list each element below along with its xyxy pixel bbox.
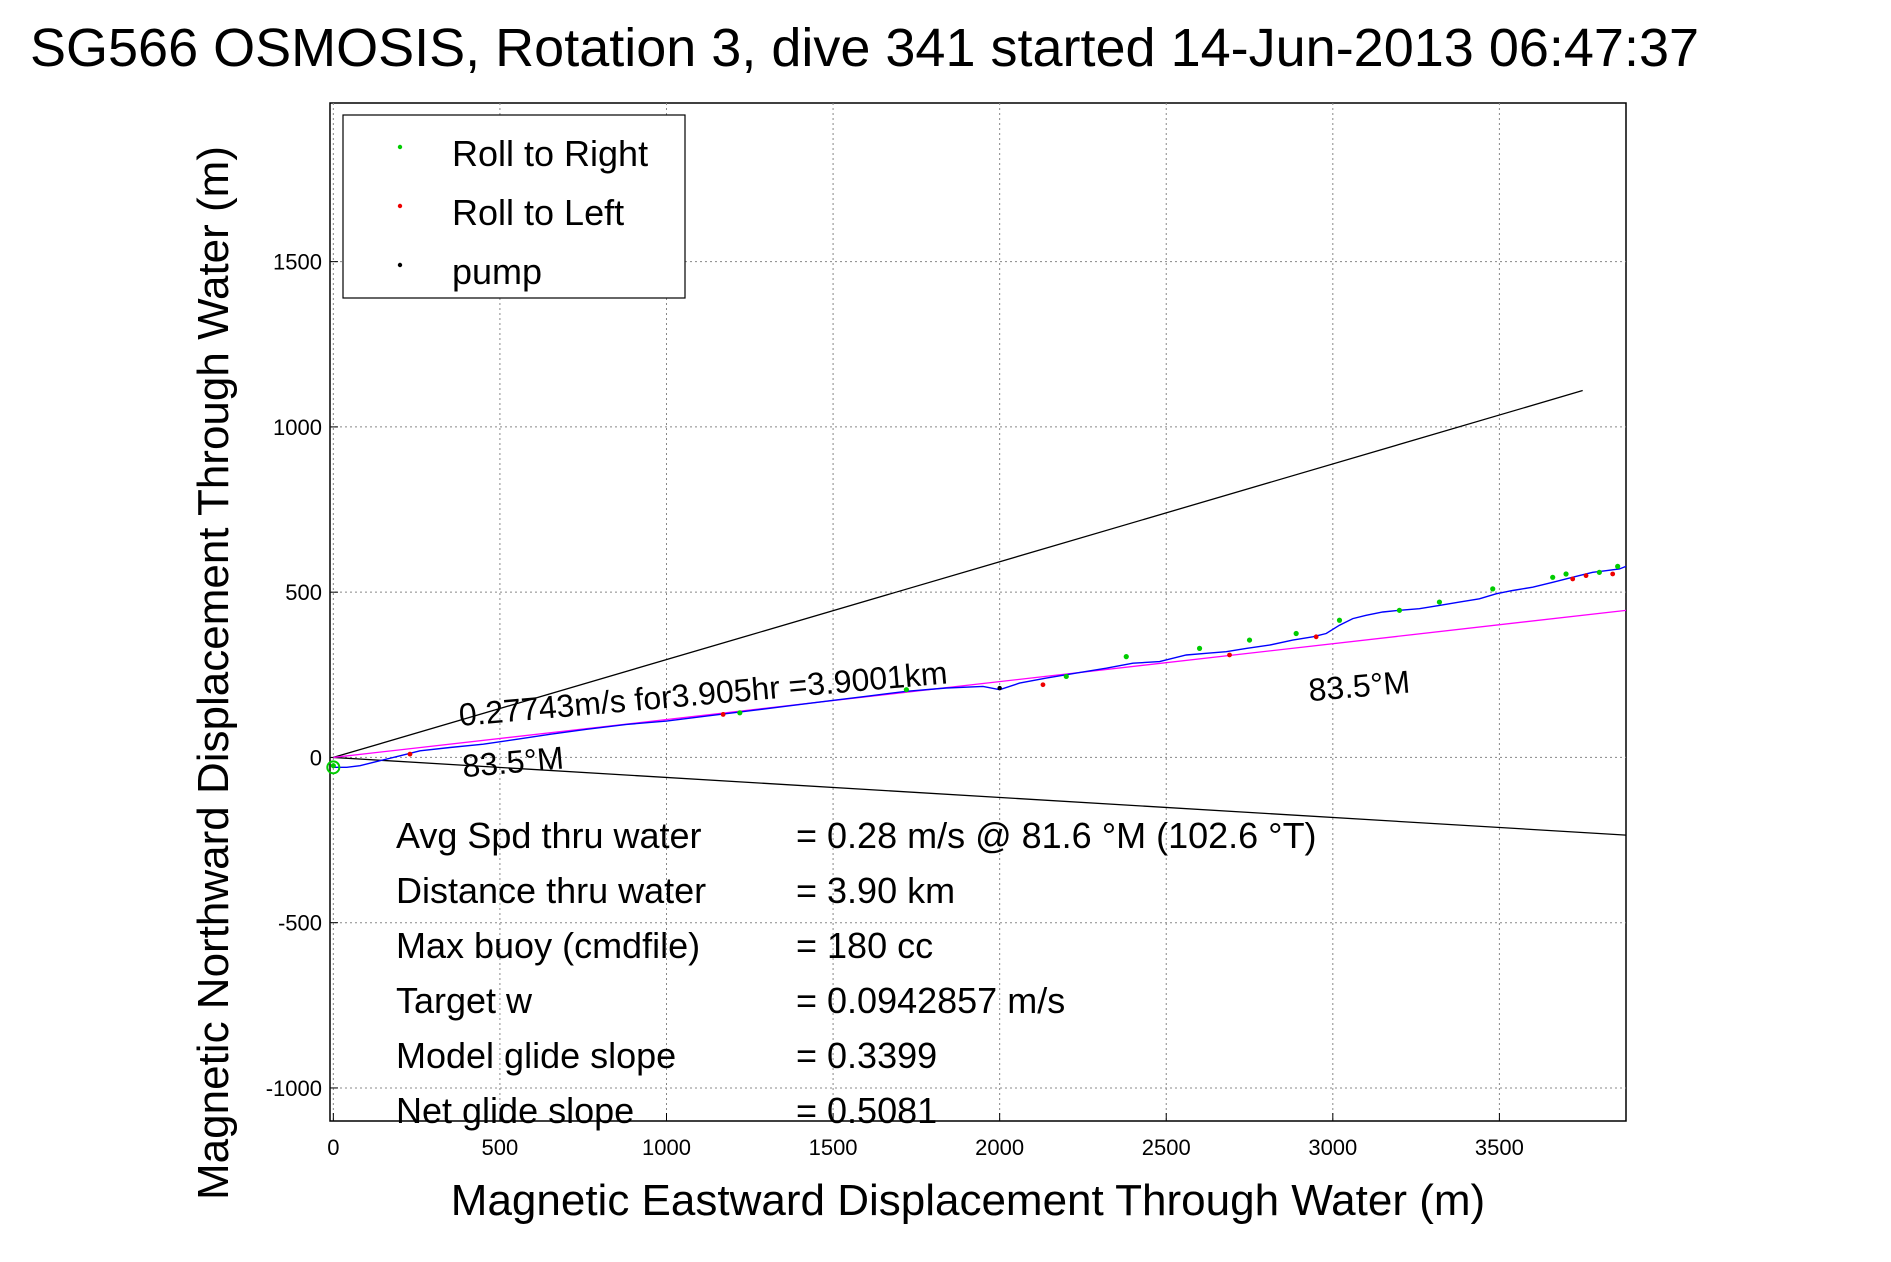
roll-right-point [1436,599,1443,605]
stat-value: = 3.90 km [796,870,955,911]
legend-marker [397,203,403,209]
stat-label: Model glide slope [396,1035,676,1076]
y-tick-label: 1500 [273,250,322,275]
y-tick-label: 0 [310,745,322,770]
roll-right-point [1596,569,1602,575]
legend-label: pump [452,251,542,292]
stat-value: = 180 cc [796,925,933,966]
roll-right-point [1563,571,1569,577]
legend: Roll to Right Roll to Left pump [342,114,686,299]
x-tick-label: 3500 [1475,1135,1524,1160]
roll-left-point [407,751,413,757]
stat-label: Avg Spd thru water [396,815,702,856]
roll-right-point [1615,563,1621,569]
roll-right-point [1293,630,1299,637]
plot-area: 0 500 1000 1500 2000 2500 3000 3500 -1000 -500 0 50… [266,102,1627,1160]
annotation: 83.5°M [461,740,565,785]
roll-right-point [903,687,909,693]
stat-label: Max buoy (cmdfile) [396,925,700,966]
pump-point [997,685,1002,691]
stat-value: = 0.28 m/s @ 81.6 °M (102.6 °T) [796,815,1317,856]
ticks: 0 500 1000 1500 2000 2500 3000 3500 -1000 -500 0 50… [266,250,1524,1160]
reference-lines [333,389,1627,836]
roll-right-point [1246,637,1253,643]
y-axis-label: Magnetic Northward Displacement Through … [189,146,238,1200]
roll-right-point [330,763,336,769]
stat-value: = 0.3399 [796,1035,937,1076]
stat-label: Distance thru water [396,870,706,911]
y-tick-label: 500 [285,580,322,605]
stat-value: = 0.0942857 m/s [796,980,1065,1021]
roll-right-point [1550,574,1556,580]
roll-left-point [1570,576,1576,582]
reference-line [333,389,1583,759]
track-line [333,565,1627,768]
x-tick-label: 2500 [1142,1135,1191,1160]
roll-right-point [1123,654,1129,660]
annotation: 83.5°M [1307,663,1411,708]
roll-left-point [1610,571,1616,577]
x-tick-label: 3000 [1308,1135,1357,1160]
start-marker [326,760,341,775]
roll-left-point [1313,634,1319,640]
y-tick-label: -1000 [266,1076,322,1101]
x-tick-label: 2000 [975,1135,1024,1160]
roll-right-point [1196,645,1203,651]
series [326,563,1627,775]
x-tick-label: 1000 [642,1135,691,1160]
legend-label: Roll to Left [452,192,624,233]
legend-marker [397,144,403,150]
roll-left-point [1583,573,1589,579]
roll-right-point [1490,586,1496,592]
stat-label: Net glide slope [396,1090,634,1131]
legend-label: Roll to Right [452,133,648,174]
stat-label: Target w [396,980,533,1021]
x-tick-label: 0 [327,1135,339,1160]
y-tick-label: 1000 [273,415,322,440]
y-tick-label: -500 [278,911,322,936]
roll-right-point [1063,673,1069,680]
roll-right-point [1396,607,1403,613]
x-axis-label: Magnetic Eastward Displacement Through W… [451,1176,1485,1225]
reference-line [333,609,1627,759]
reference-line [333,756,1627,836]
stat-value: = 0.5081 [796,1090,937,1131]
chart-title: SG566 OSMOSIS, Rotation 3, dive 341 star… [30,18,1699,78]
legend-marker [397,262,403,268]
roll-left-point [1040,682,1046,688]
roll-right-point [737,710,743,716]
stats-block: Avg Spd thru water = 0.28 m/s @ 81.6 °M (… [396,815,1317,1131]
roll-right-point [1336,617,1343,623]
x-tick-label: 1500 [809,1135,858,1160]
roll-left-point [720,712,726,717]
roll-left-point [1227,652,1232,658]
x-tick-label: 500 [482,1135,519,1160]
